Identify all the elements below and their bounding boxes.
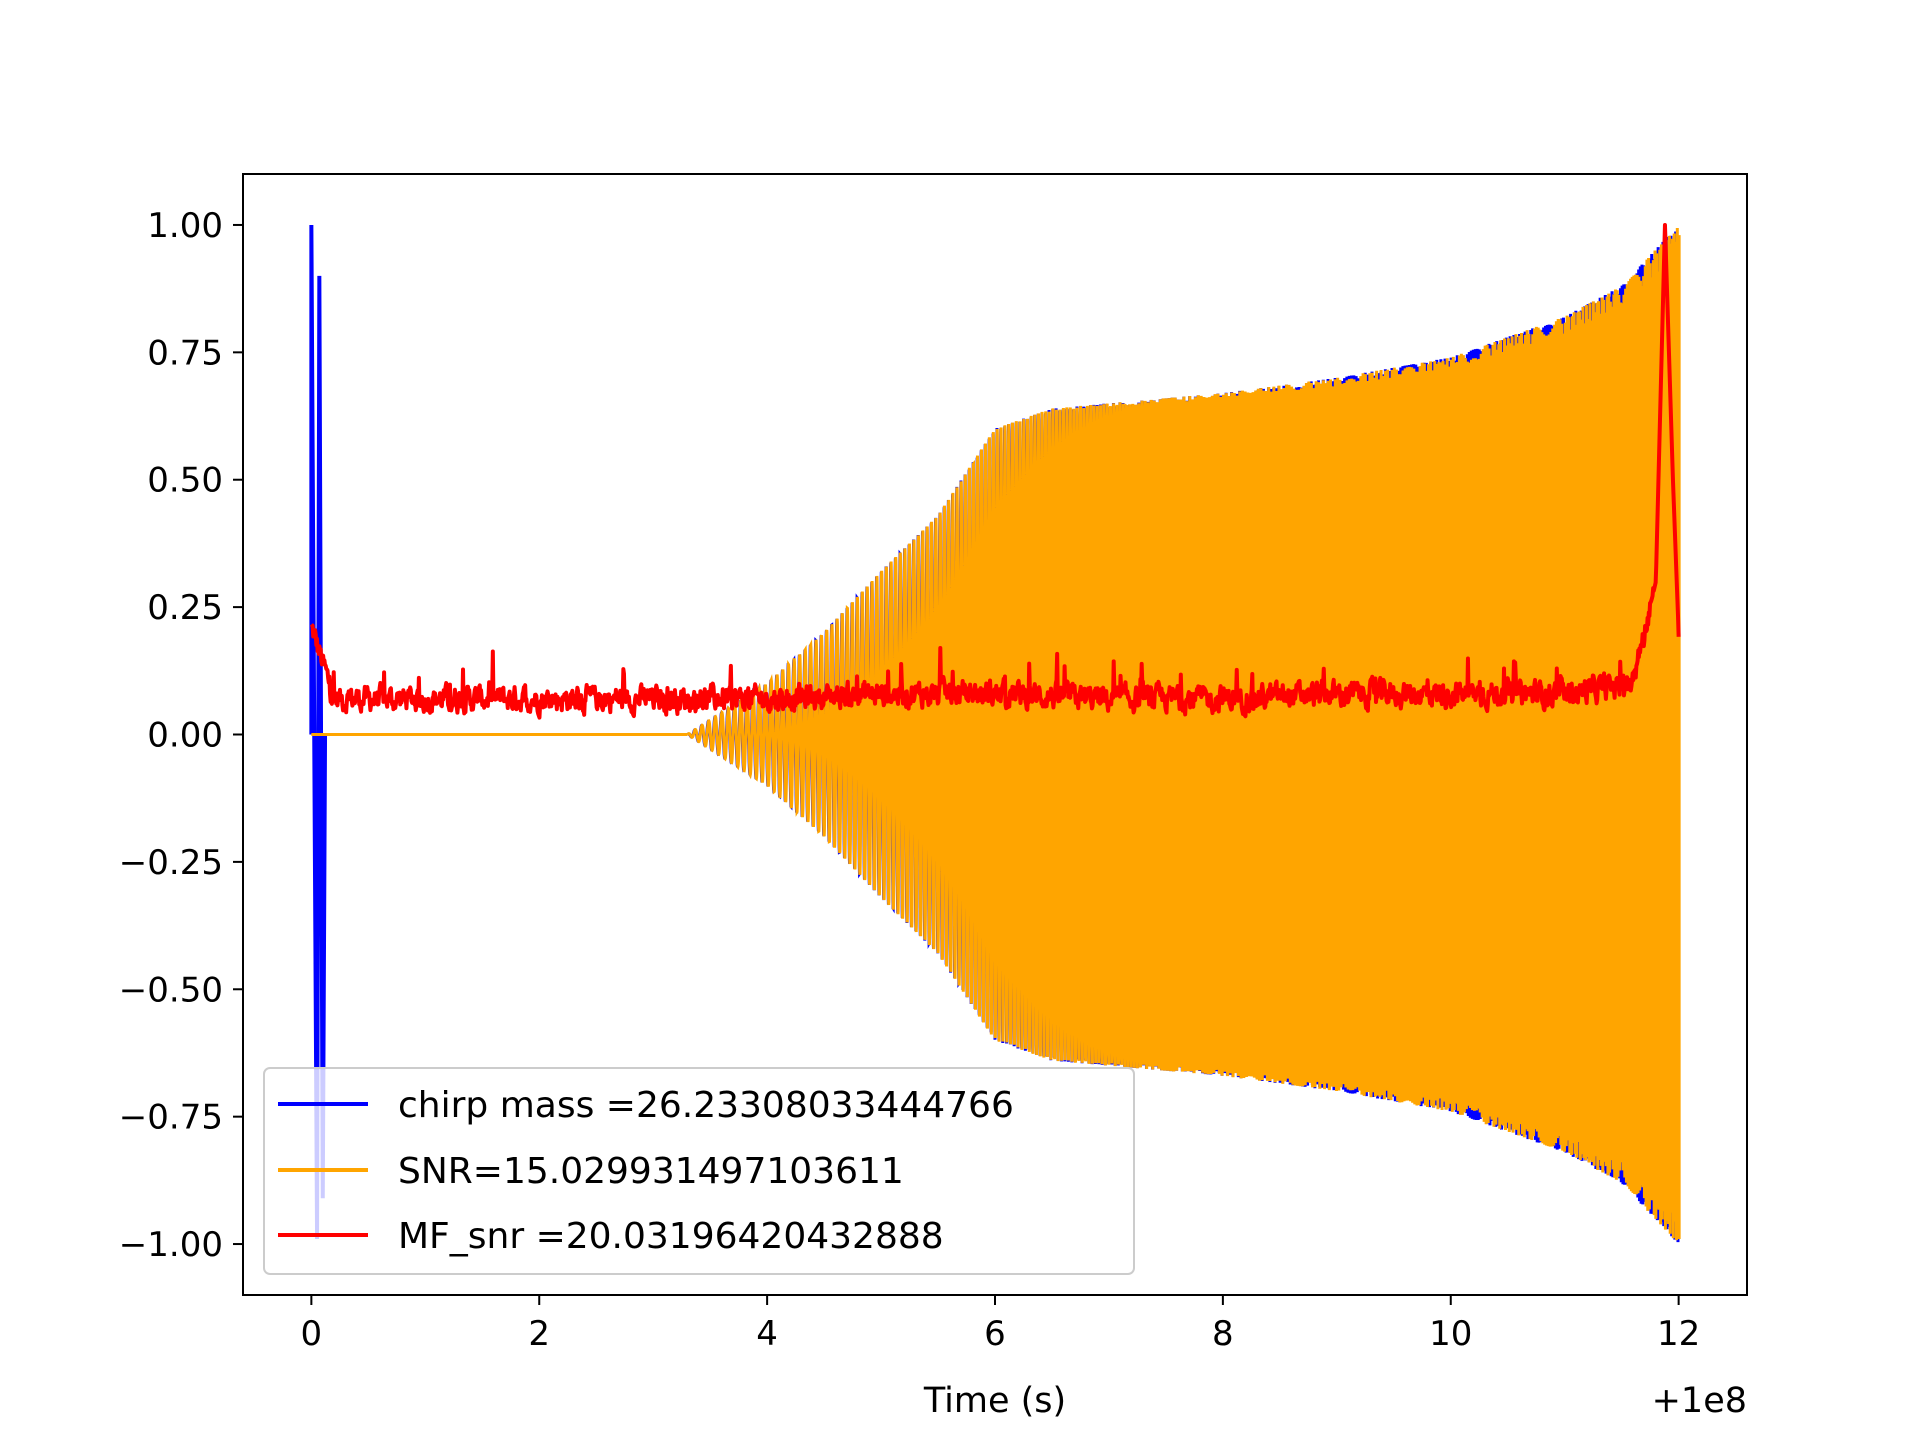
y-tick-label: −0.50 <box>119 970 223 1010</box>
y-tick-label: 0.50 <box>147 461 223 501</box>
y-tick-label: 0.25 <box>147 588 223 628</box>
plot-area <box>309 222 1681 1243</box>
x-tick-label: 4 <box>756 1314 778 1354</box>
legend-label-mf-snr: MF_snr =20.03196420432888 <box>398 1216 944 1257</box>
x-tick-label: 2 <box>528 1314 550 1354</box>
legend-box <box>263 1067 1135 1275</box>
legend: chirp mass =26.23308033444766 SNR=15.029… <box>263 1067 1135 1275</box>
x-tick-label: 10 <box>1429 1314 1472 1354</box>
series-layer <box>309 222 1681 1243</box>
x-tick-label: 8 <box>1212 1314 1234 1354</box>
legend-label-chirp-mass: chirp mass =26.23308033444766 <box>398 1085 1014 1126</box>
y-tick-label: −1.00 <box>119 1225 223 1265</box>
legend-label-snr: SNR=15.029931497103611 <box>398 1151 904 1192</box>
y-tick-label: −0.75 <box>119 1098 223 1138</box>
x-axis-offset-text: +1e8 <box>1652 1381 1747 1421</box>
y-tick-label: 1.00 <box>147 206 223 246</box>
x-tick-label: 12 <box>1657 1314 1700 1354</box>
x-axis: 0 2 4 6 8 10 12 <box>301 1295 1700 1354</box>
x-tick-label: 0 <box>301 1314 323 1354</box>
x-tick-label: 6 <box>984 1314 1006 1354</box>
y-tick-label: 0.00 <box>147 716 223 756</box>
y-tick-label: 0.75 <box>147 333 223 373</box>
x-axis-label: Time (s) <box>923 1381 1066 1421</box>
y-tick-label: −0.25 <box>119 843 223 883</box>
y-axis: 1.00 0.75 0.50 0.25 0.00 −0.25 −0.50 −0.75 −1.00 <box>119 206 243 1265</box>
series-line-mf-snr <box>309 222 1681 720</box>
series-line-snr <box>686 227 1681 1241</box>
